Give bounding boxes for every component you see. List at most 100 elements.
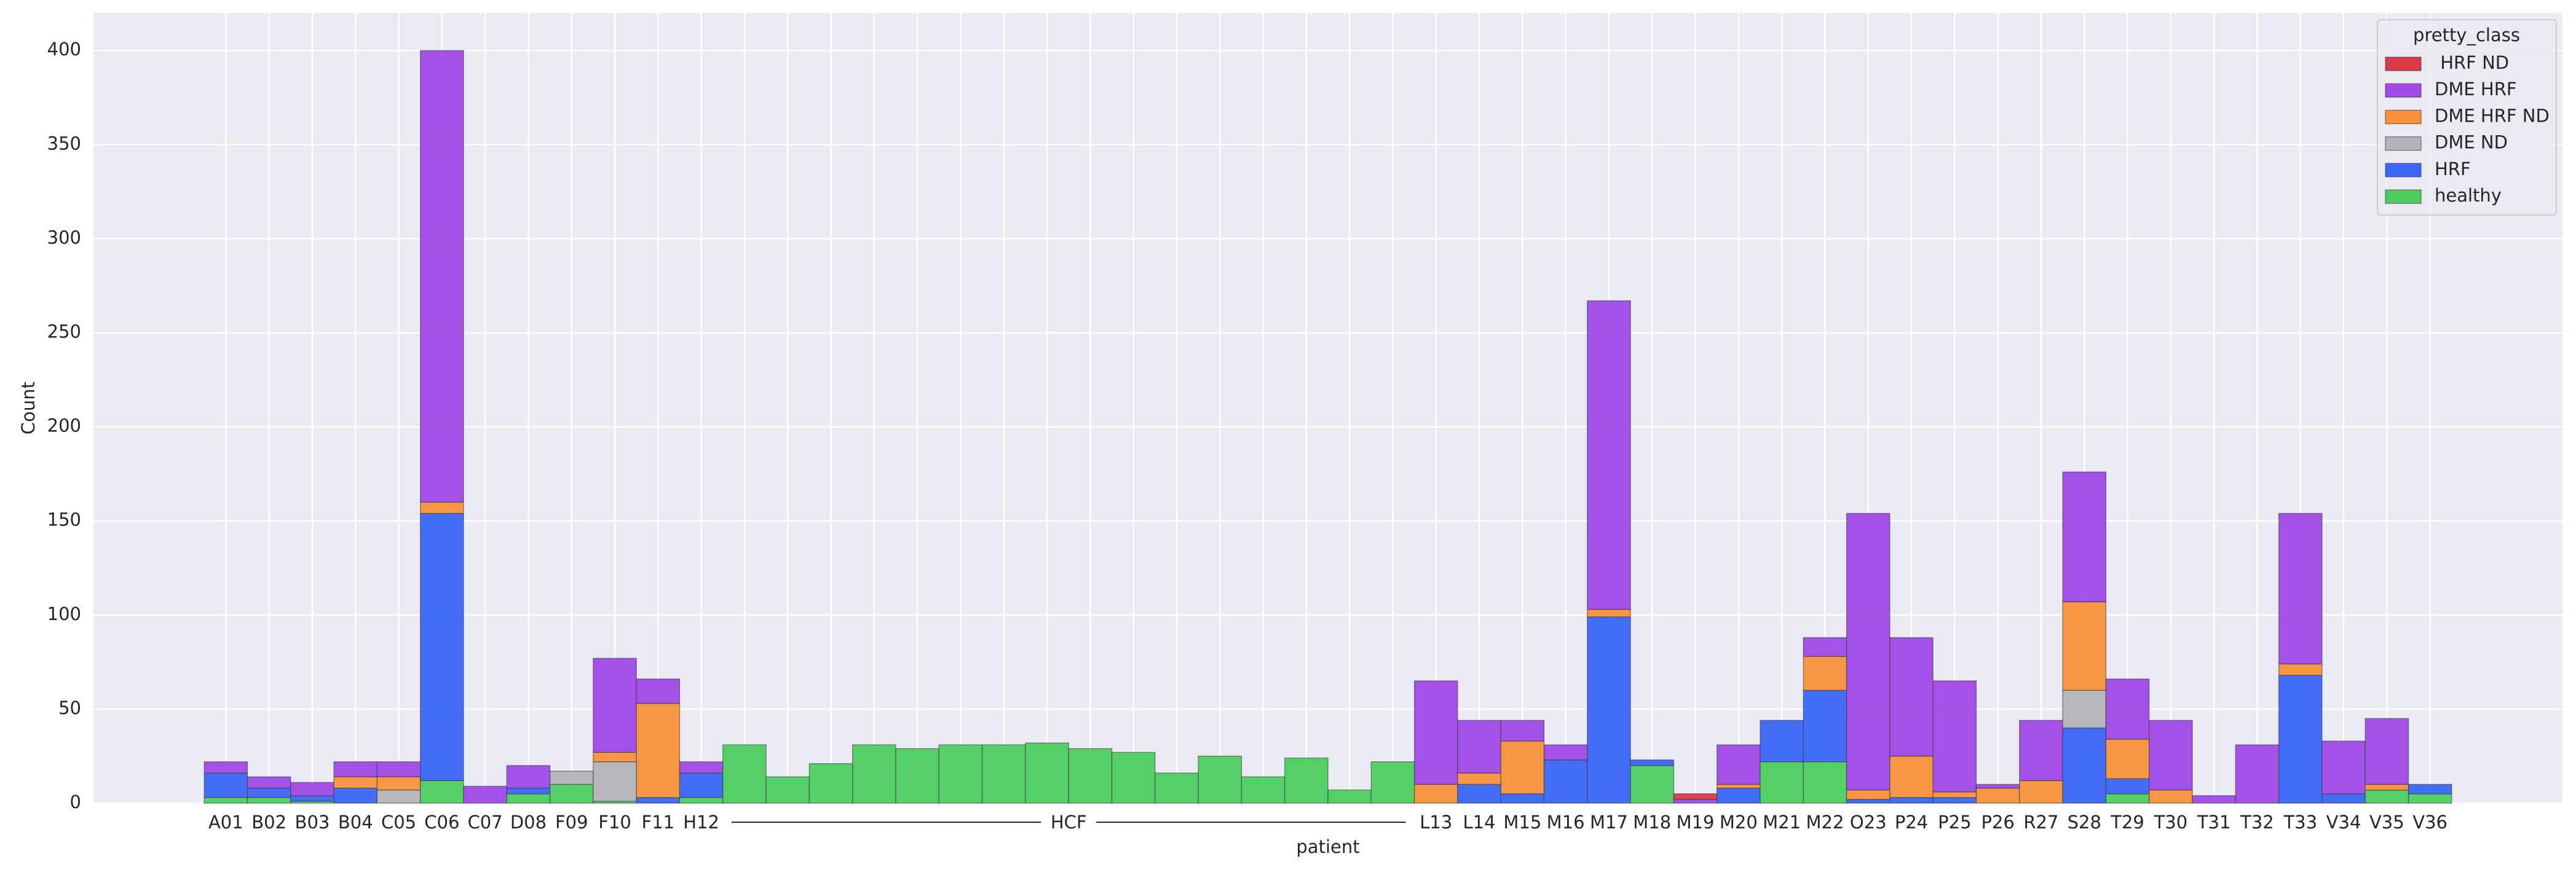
bar-segment	[1673, 793, 1718, 800]
x-tick-label: F09	[555, 812, 588, 833]
x-tick-label: B04	[338, 812, 373, 833]
bar-segment	[981, 744, 1026, 804]
grid	[93, 13, 2562, 804]
x-tick-label: T32	[2240, 812, 2274, 833]
x-tick-label: M20	[1720, 812, 1758, 833]
x-tick-label: M15	[1503, 812, 1541, 833]
bar-segment	[1457, 772, 1501, 785]
bar-segment	[420, 780, 464, 804]
bar-segment	[1630, 759, 1675, 766]
bar-segment	[1846, 513, 1891, 791]
bar-segment	[420, 50, 464, 503]
bar-segment	[333, 776, 378, 789]
bar-segment	[1803, 689, 1847, 763]
bar-segment	[1760, 720, 1804, 763]
bar-segment	[506, 765, 551, 789]
x-tick-label: C06	[424, 812, 459, 833]
x-tick-label: O23	[1850, 812, 1887, 833]
bar-segment	[1889, 755, 1934, 798]
bar-segment	[2019, 720, 2063, 781]
y-axis-label: Count	[18, 382, 39, 434]
x-axis-label: patient	[1296, 836, 1359, 857]
x-tick-label: V35	[2369, 812, 2404, 833]
legend-label: healthy	[2435, 185, 2502, 206]
bar-segment	[290, 782, 334, 796]
bar-segment	[1241, 776, 1286, 804]
x-tick-label: V34	[2326, 812, 2361, 833]
bar-segment	[1803, 761, 1847, 804]
bar-segment	[636, 797, 681, 804]
bar-segment	[549, 771, 594, 785]
bar-segment	[1587, 616, 1631, 804]
bar-segment	[1975, 784, 2020, 789]
bar-segment	[2235, 744, 2280, 804]
x-tick-label: M16	[1547, 812, 1585, 833]
x-tick-label: F10	[598, 812, 631, 833]
bar-segment	[1370, 761, 1415, 804]
legend-label: HRF ND	[2435, 52, 2509, 73]
legend-box	[2377, 19, 2557, 216]
bar-segment	[1068, 748, 1113, 804]
bar-segment	[1413, 784, 1458, 804]
bar-segment	[2408, 793, 2452, 804]
bar-segment	[203, 797, 248, 804]
x-tick-label: T30	[2154, 812, 2188, 833]
legend: pretty_class HRF ND DME HRF DME HRF ND DME …	[2377, 19, 2557, 216]
bar-segment	[1932, 791, 1977, 798]
bar-segment	[938, 744, 983, 804]
legend-label: DME ND	[2435, 132, 2508, 153]
x-tick-label: A01	[208, 812, 243, 833]
y-tick-label: 0	[70, 791, 81, 812]
y-tick-label: 200	[47, 415, 81, 436]
bar-segment	[1543, 759, 1588, 804]
bar-segment	[765, 776, 810, 804]
bar-segment	[593, 761, 637, 802]
x-tick-label: P24	[1895, 812, 1928, 833]
y-tick-label: 250	[47, 321, 81, 342]
x-tick-label: M18	[1633, 812, 1671, 833]
bar-segment	[722, 744, 767, 804]
bar-segment	[506, 793, 551, 804]
bar-segment	[2105, 678, 2150, 740]
bar-segment	[2062, 727, 2107, 804]
legend-swatch	[2385, 189, 2422, 204]
legend-title: pretty_class	[2413, 25, 2520, 45]
bar-segment	[506, 787, 551, 795]
bar-segment	[247, 776, 291, 789]
bar-segment	[1500, 720, 1545, 742]
bar-segment	[1025, 742, 1069, 804]
legend-swatch	[2385, 109, 2422, 125]
x-tick-label: T29	[2110, 812, 2144, 833]
bar-segment	[1717, 787, 1761, 804]
bar-segment	[420, 501, 464, 514]
bars	[203, 50, 2452, 804]
bar-segment	[1760, 761, 1804, 804]
bar-segment	[1413, 680, 1458, 785]
bar-segment	[1803, 656, 1847, 691]
bar-segment	[2105, 793, 2150, 804]
y-tick-label: 150	[47, 509, 81, 530]
x-tick-label: M17	[1590, 812, 1628, 833]
x-tick-label: M22	[1806, 812, 1844, 833]
x-tick-label: V36	[2412, 812, 2448, 833]
y-tick-label: 350	[47, 133, 81, 154]
bar-segment	[1932, 797, 1977, 804]
bar-segment	[895, 748, 939, 804]
bar-segment	[1587, 300, 1631, 610]
bar-segment	[636, 703, 681, 798]
x-tick-label: L14	[1463, 812, 1496, 833]
bar-segment	[290, 795, 334, 802]
bar-segment	[203, 772, 248, 798]
bar-segment	[2278, 663, 2323, 676]
bar-segment	[2062, 471, 2107, 603]
bar-segment	[2019, 780, 2063, 804]
bar-segment	[1111, 752, 1156, 804]
bar-segment	[2278, 513, 2323, 665]
x-tick-label: M21	[1763, 812, 1801, 833]
bar-segment	[1846, 799, 1891, 804]
bar-segment	[1889, 637, 1934, 757]
bar-segment	[808, 763, 853, 804]
x-tick-label: D08	[510, 812, 547, 833]
bar-segment	[1630, 765, 1675, 804]
